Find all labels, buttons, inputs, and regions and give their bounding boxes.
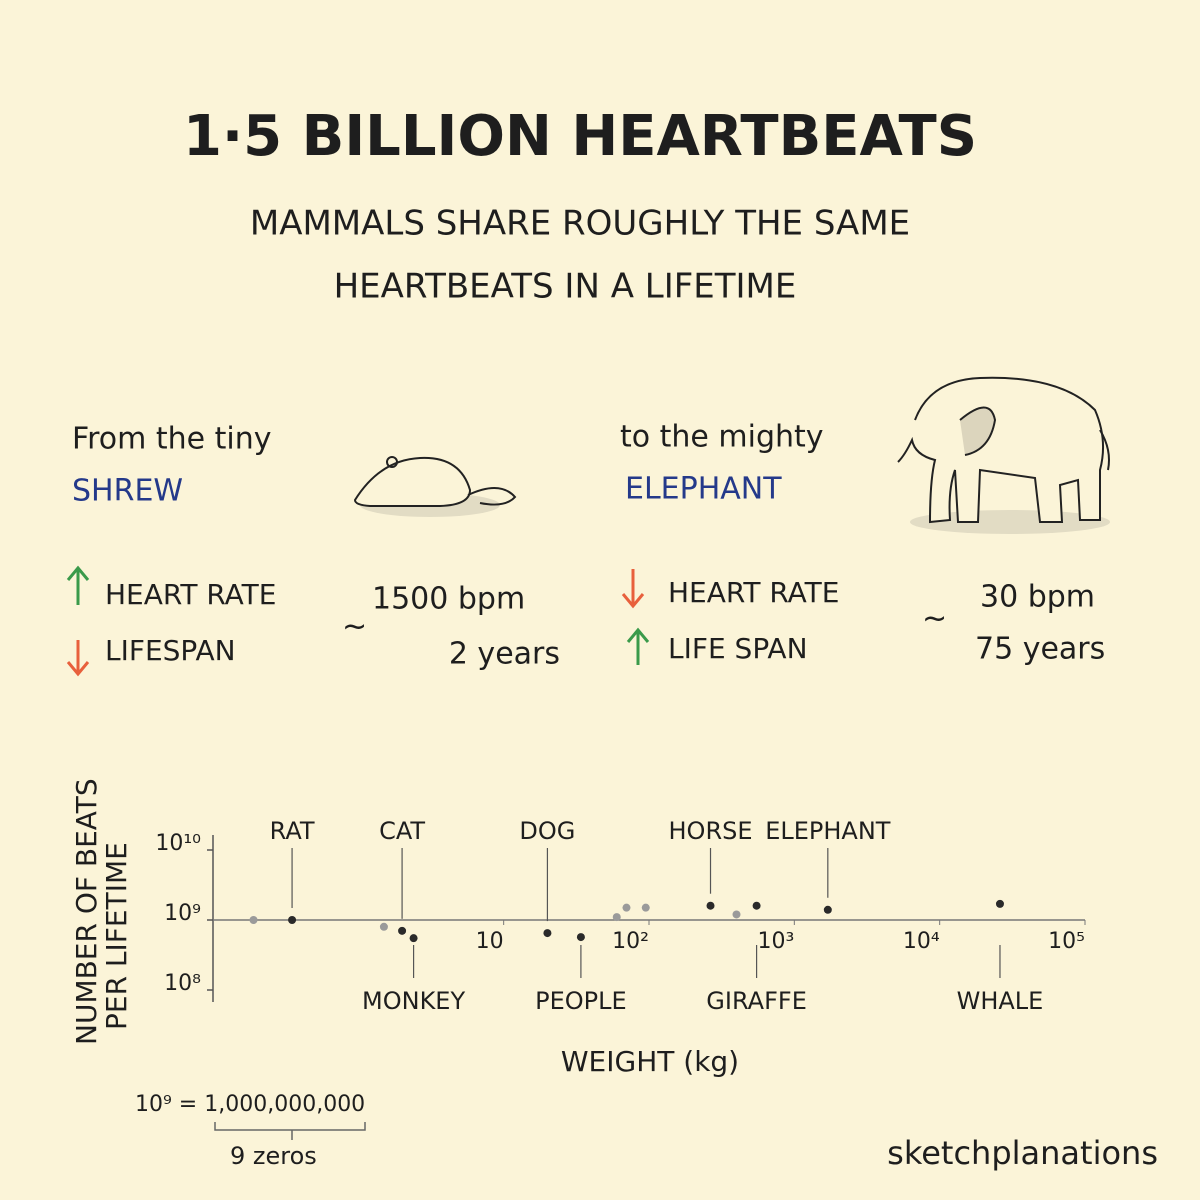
point (622, 903, 631, 912)
point (995, 899, 1004, 908)
point (612, 913, 621, 922)
x-tick-label: 10² (612, 929, 649, 954)
point-label: PEOPLE (535, 987, 627, 1015)
point (249, 916, 258, 924)
approx: ~ (342, 610, 367, 645)
point (398, 926, 407, 935)
y-axis-label: PER LIFETIME (100, 842, 133, 1030)
footnote: 10⁹ = 1,000,000,000 (135, 1092, 365, 1117)
elephant-drawing (897, 376, 1110, 534)
value: 1500 bpm (372, 582, 525, 617)
x-tick-label: 10⁵ (1048, 929, 1085, 954)
point-label: CAT (379, 817, 425, 845)
point (288, 916, 297, 924)
y-tick-label: 10⁹ (164, 901, 201, 926)
intro: From the tiny (72, 422, 272, 457)
footnote: 9 zeros (230, 1142, 317, 1170)
metric: HEART RATE (668, 576, 839, 609)
up-arrow (66, 565, 90, 605)
animal-name: ELEPHANT (625, 472, 782, 507)
point (641, 903, 650, 912)
x-tick-label: 10 (476, 929, 504, 954)
value: 30 bpm (980, 580, 1095, 615)
point (409, 934, 418, 943)
x-tick-label: 10³ (758, 929, 795, 954)
metric: LIFE SPAN (668, 632, 808, 665)
y-tick-label: 10¹⁰ (155, 831, 201, 856)
value: 75 years (975, 632, 1105, 667)
point (732, 910, 741, 919)
down-arrow (621, 569, 645, 609)
animal-name: SHREW (72, 474, 183, 509)
y-tick-label: 10⁸ (164, 971, 201, 996)
point (543, 929, 552, 938)
point (379, 922, 388, 931)
approx: ~ (922, 602, 947, 637)
x-tick-label: 10⁴ (903, 929, 940, 954)
x-axis-label: WEIGHT (kg) (561, 1045, 739, 1078)
shrew-drawing (353, 456, 517, 517)
point (706, 901, 715, 910)
y-axis-label: NUMBER OF BEATS (70, 778, 103, 1045)
subtitle: MAMMALS SHARE ROUGHLY THE SAME (250, 204, 910, 244)
metric: HEART RATE (105, 578, 276, 611)
point-label: GIRAFFE (706, 987, 807, 1015)
point (576, 933, 585, 942)
up-arrow (626, 627, 650, 665)
value: 2 years (449, 637, 560, 672)
metric: LIFESPAN (105, 634, 236, 667)
point (752, 901, 761, 910)
title: 1·5 BILLION HEARTBEATS (183, 104, 977, 169)
brace (214, 1122, 366, 1140)
brand: sketchplanations (887, 1134, 1158, 1172)
intro: to the mighty (620, 420, 824, 455)
point-label: RAT (270, 817, 315, 845)
point-label: MONKEY (362, 987, 465, 1015)
point-label: ELEPHANT (765, 817, 891, 845)
point (823, 905, 832, 914)
point-label: DOG (519, 817, 575, 845)
point-label: HORSE (669, 817, 753, 845)
subtitle: HEARTBEATS IN A LIFETIME (334, 267, 797, 307)
down-arrow (66, 640, 90, 677)
point-label: WHALE (957, 987, 1044, 1015)
